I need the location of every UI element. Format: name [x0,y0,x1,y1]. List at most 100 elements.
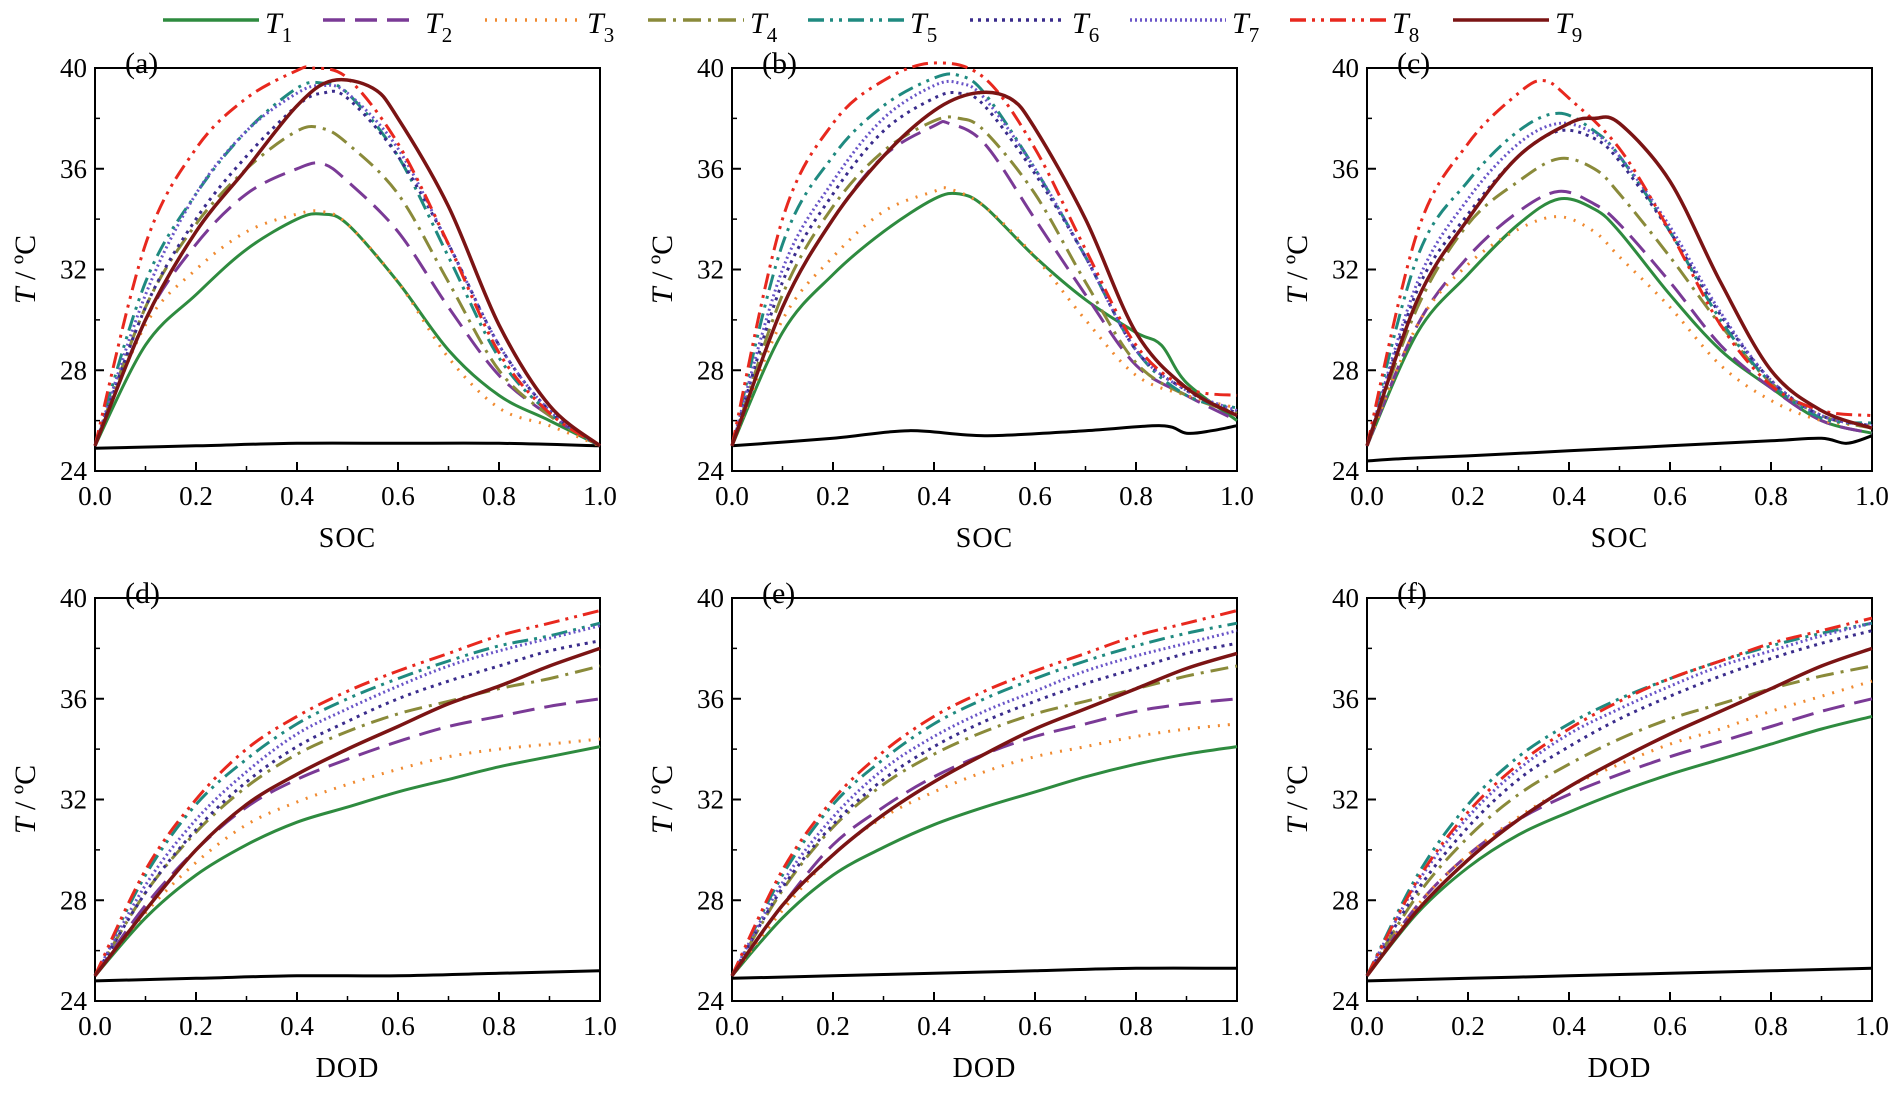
legend-label-sub: 6 [1089,23,1100,47]
y-axis-label-unit: / ºC [9,765,42,818]
legend-label: T7 [1232,7,1259,47]
panel-label: (f) [1397,577,1427,610]
series-line-t6 [1365,629,1873,977]
series-line-t8 [730,61,1238,447]
legend-item-t2: T2 [323,7,452,47]
series-line-ambient [94,441,601,450]
x-tick-label: 0.6 [1018,1011,1052,1041]
series-line-t8 [1365,616,1873,977]
y-tick-label: 28 [697,355,724,385]
x-tick-label: 0.4 [1552,1011,1586,1041]
legend-label-sub: 7 [1249,23,1260,47]
series-line-t8 [730,609,1238,977]
y-axis-label: T / ºC [9,235,42,304]
legend: T1 T2 T3 T4 T5 T6 T7 T8 T9 [163,7,1582,47]
legend-item-t9: T9 [1453,7,1582,47]
panel-label: (d) [125,577,160,610]
legend-label-base: T [265,7,284,40]
y-tick-label: 36 [60,684,87,714]
series-line-t9 [1365,115,1873,447]
legend-label-sub: 4 [767,23,778,47]
series-line-t9 [93,646,601,977]
series-line-t3 [93,737,601,977]
y-tick-label: 40 [697,53,724,83]
y-tick-label: 32 [697,255,724,285]
x-tick-label: 0.0 [715,1011,749,1041]
series-line-ambient [731,966,1238,980]
legend-label-base: T [1392,7,1411,40]
series-line-t7 [730,629,1238,977]
panel-label: (a) [125,47,158,80]
y-axis-label-unit: / ºC [646,235,679,288]
y-axis-label-var: T [1281,285,1314,304]
x-tick-label: 0.6 [1653,481,1687,511]
x-axis-label: DOD [1588,1053,1652,1084]
series-line-t1 [93,745,601,977]
series-line-t1 [1365,714,1873,977]
legend-label: T6 [1072,7,1099,47]
series-line-t7 [730,79,1238,447]
legend-item-t4: T4 [648,7,778,47]
series-line-ambient [731,424,1238,448]
series-line-t2 [1365,189,1873,447]
series-line-t6 [93,639,601,977]
y-axis-label-unit: / ºC [646,765,679,818]
legend-item-t7: T7 [1130,7,1259,47]
panel-a: 0.0 0.2 0.4 0.6 0.8 1.0 24 28 32 36 40 SOC T / ºC (a) [9,47,617,554]
series-line-t4 [93,664,601,977]
series-line-t8 [93,65,601,448]
y-tick-label: 24 [1332,456,1360,486]
x-axis-label: SOC [319,523,376,554]
x-tick-label: 0.4 [1552,481,1586,511]
y-tick-label: 24 [1332,986,1360,1016]
y-tick-label: 32 [60,785,87,815]
legend-label: T4 [750,7,778,47]
y-axis-label: T / ºC [646,235,679,304]
x-tick-label: 0.4 [280,481,314,511]
legend-label-sub: 2 [442,23,453,47]
panel-d: 0.0 0.2 0.4 0.6 0.8 1.0 24 28 32 36 40 DOD T / ºC (d) [9,577,617,1084]
series-line-t2 [93,697,601,977]
panel-b: 0.0 0.2 0.4 0.6 0.8 1.0 24 28 32 36 40 SOC T / ºC (b) [646,47,1254,554]
y-tick-label: 36 [1332,684,1359,714]
y-tick-label: 36 [60,154,87,184]
legend-label-base: T [910,7,929,40]
series-line-t9 [93,77,602,448]
panel-label: (c) [1397,47,1430,80]
legend-label: T1 [265,7,292,47]
y-tick-label: 28 [60,355,87,385]
x-tick-label: 0.0 [78,481,112,511]
x-tick-label: 1.0 [583,1011,617,1041]
panel-e: 0.0 0.2 0.4 0.6 0.8 1.0 24 28 32 36 40 DOD T / ºC (e) [646,577,1254,1084]
x-tick-label: 0.4 [280,1011,314,1041]
series-line-t1 [730,745,1238,977]
x-tick-label: 0.0 [1350,1011,1384,1041]
y-tick-label: 24 [697,456,725,486]
y-axis-label: T / ºC [1281,765,1314,834]
series-line-t3 [730,186,1238,447]
panel-label: (b) [762,47,797,80]
x-tick-label: 0.2 [179,1011,213,1041]
x-tick-label: 0.0 [78,1011,112,1041]
legend-label-base: T [1555,7,1574,40]
legend-label-sub: 5 [927,23,938,47]
y-axis-label-var: T [646,285,679,304]
legend-item-t5: T5 [808,7,937,47]
series-line-t7 [1365,121,1873,447]
series-line-t6 [730,641,1238,977]
x-tick-label: 0.0 [715,481,749,511]
y-tick-label: 24 [60,986,88,1016]
y-tick-label: 32 [1332,785,1359,815]
y-tick-label: 28 [697,885,724,915]
x-tick-label: 1.0 [1855,1011,1889,1041]
series-line-t5 [730,621,1238,977]
x-tick-label: 0.2 [179,481,213,511]
x-tick-label: 1.0 [1855,481,1889,511]
y-tick-label: 36 [1332,154,1359,184]
y-axis-label: T / ºC [646,765,679,834]
series-line-t6 [93,89,601,448]
y-axis-label-var: T [9,815,42,834]
x-tick-label: 0.2 [816,1011,850,1041]
series-line-t2 [93,161,601,448]
